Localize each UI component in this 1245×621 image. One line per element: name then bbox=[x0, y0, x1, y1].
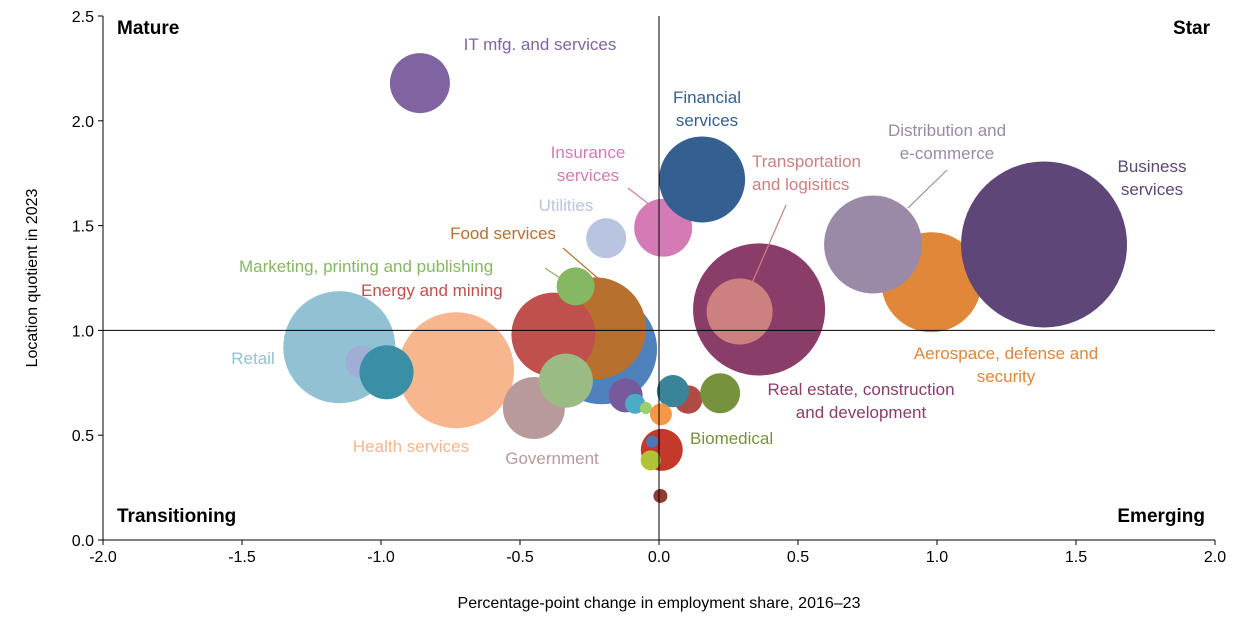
bubble-label: Real estate, construction and development bbox=[767, 380, 954, 422]
x-tick-label: -1.0 bbox=[367, 549, 395, 566]
bubble-unlabeled-18 bbox=[656, 375, 690, 408]
bubble-label-line: security bbox=[977, 367, 1036, 386]
y-tick-label: 0.0 bbox=[72, 533, 94, 550]
bubble-label-line: Transportation bbox=[752, 152, 861, 171]
quadrant-label-mature: Mature bbox=[117, 18, 179, 39]
x-axis-title: Percentage-point change in employment sh… bbox=[458, 595, 861, 612]
x-tick-label: 2.0 bbox=[1204, 549, 1226, 566]
axes: -2.0 -1.5 -1.0 -0.5 0.0 0.5 1.0 1.5 2.0 0.0 0.5 1.0… bbox=[72, 9, 1226, 566]
x-tick-label: -0.5 bbox=[506, 549, 534, 566]
bubble-distribution-and-e-commerce bbox=[824, 195, 923, 294]
x-tick-label: -1.5 bbox=[228, 549, 256, 566]
y-axis-title: Location quotient in 2023 bbox=[24, 188, 41, 367]
bubble-label: Distribution and e-commerce bbox=[888, 121, 1006, 163]
bubble-label-line: Health services bbox=[353, 437, 469, 456]
bubble-label-line: Insurance bbox=[551, 143, 626, 162]
leader-line bbox=[562, 247, 601, 281]
bubble-label: Government bbox=[505, 449, 599, 468]
bubble-label: Business services bbox=[1118, 157, 1187, 199]
bubble-label-line: services bbox=[557, 166, 619, 185]
bubble-label-line: Government bbox=[505, 449, 599, 468]
bubble-marketing-printing-and-publishing bbox=[556, 267, 595, 306]
bubble-label: Marketing, printing and publishing bbox=[239, 257, 493, 276]
bubble-label-line: Aerospace, defense and bbox=[914, 344, 1098, 363]
bubble-label-line: e-commerce bbox=[900, 144, 994, 163]
y-tick-label: 1.5 bbox=[72, 219, 94, 236]
bubble-unlabeled-22 bbox=[646, 435, 659, 448]
bubble-label-line: Food services bbox=[450, 224, 556, 243]
leader-line bbox=[751, 204, 787, 284]
x-tick-label: 0.5 bbox=[787, 549, 809, 566]
bubble-label-line: Marketing, printing and publishing bbox=[239, 257, 493, 276]
leader-line bbox=[544, 267, 561, 279]
bubble-label: Transportation and logisitics bbox=[752, 152, 861, 194]
x-tick-label: -2.0 bbox=[89, 549, 117, 566]
bubble-label: IT mfg. and services bbox=[464, 35, 617, 54]
bubble-label-line: Energy and mining bbox=[361, 281, 503, 300]
bubble-unlabeled-23 bbox=[640, 450, 661, 471]
bubble-unlabeled-14 bbox=[639, 401, 652, 414]
bubble-label-line: and logisitics bbox=[752, 175, 849, 194]
bubble-label: Aerospace, defense and security bbox=[914, 344, 1098, 386]
y-tick-label: 1.0 bbox=[72, 323, 94, 340]
bubble-label: Financial services bbox=[673, 88, 741, 130]
bubble-label-line: Financial bbox=[673, 88, 741, 107]
bubble-label: Insurance services bbox=[551, 143, 626, 185]
bubble-label-line: Biomedical bbox=[690, 429, 773, 448]
bubble-label: Health services bbox=[353, 437, 469, 456]
leader-line bbox=[627, 187, 651, 206]
bubble-unlabeled-20 bbox=[649, 403, 672, 426]
bubble-financial-services bbox=[659, 136, 746, 223]
y-tick-label: 0.5 bbox=[72, 428, 94, 445]
bubble-label-line: Utilities bbox=[539, 196, 594, 215]
bubble-label: Food services bbox=[450, 224, 556, 243]
quadrant-label-transitioning: Transitioning bbox=[117, 506, 236, 527]
bubble-label-line: services bbox=[1121, 180, 1183, 199]
x-tick-label: 0.0 bbox=[648, 549, 670, 566]
y-tick-label: 2.5 bbox=[72, 9, 94, 26]
bubble-label-line: Distribution and bbox=[888, 121, 1006, 140]
y-tick-label: 2.0 bbox=[72, 114, 94, 131]
x-tick-label: 1.0 bbox=[926, 549, 948, 566]
bubble-label-line: Real estate, construction bbox=[767, 380, 954, 399]
bubble-label-line: and development bbox=[796, 403, 927, 422]
bubble-label-line: Retail bbox=[231, 349, 274, 368]
bubble-layer bbox=[283, 53, 1128, 503]
bubble-health-services bbox=[398, 312, 515, 429]
bubble-unlabeled-24 bbox=[653, 488, 668, 503]
leader-line bbox=[907, 169, 948, 209]
bubble-label-line: services bbox=[676, 111, 738, 130]
bubble-label: Energy and mining bbox=[361, 281, 503, 300]
x-tick-label: 1.5 bbox=[1065, 549, 1087, 566]
bubble-label: Biomedical bbox=[690, 429, 773, 448]
bubble-unlabeled-3 bbox=[359, 345, 414, 400]
quadrant-label-emerging: Emerging bbox=[1117, 506, 1205, 527]
bubble-label: Utilities bbox=[539, 196, 594, 215]
bubble-it-mfg-and-services bbox=[389, 53, 450, 114]
leader-lines bbox=[544, 169, 948, 284]
quadrant-label-star: Star bbox=[1173, 18, 1211, 39]
bubble-label-line: Business bbox=[1118, 157, 1187, 176]
bubble-label: Retail bbox=[231, 349, 274, 368]
bubble-unlabeled-9 bbox=[538, 353, 593, 408]
bubble-business-services bbox=[961, 161, 1128, 328]
bubble-utilities bbox=[586, 218, 627, 259]
bubble-biomedical bbox=[700, 373, 741, 414]
bubble-label-line: IT mfg. and services bbox=[464, 35, 617, 54]
bubble-transportation-and-logisitics bbox=[706, 278, 773, 345]
